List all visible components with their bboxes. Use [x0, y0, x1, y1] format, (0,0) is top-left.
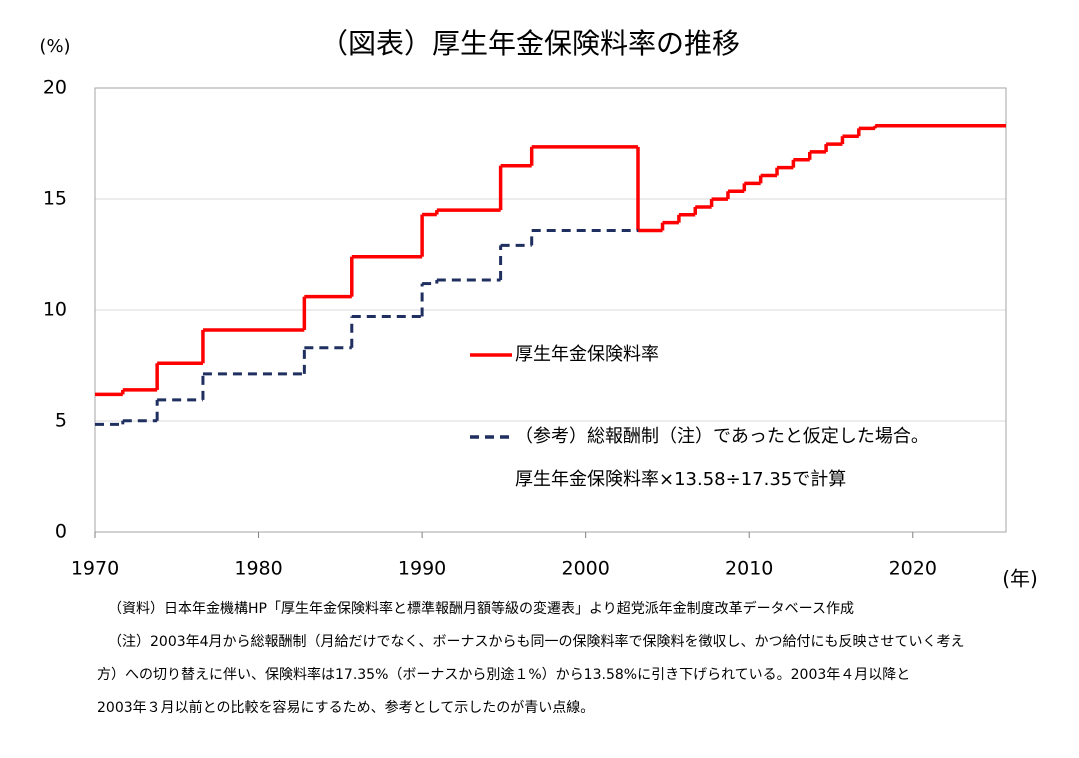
plot-frame [94, 87, 1007, 533]
legend-label: （参考）総報酬制（注）であったと仮定した場合。 [515, 426, 929, 447]
y-tick-label: 20 [43, 77, 67, 99]
x-tick-label: 2020 [889, 558, 937, 580]
chart-title: （図表）厚生年金保険料率の推移 [320, 27, 740, 60]
y-unit: (%) [39, 36, 70, 57]
x-tick-label: 2010 [725, 558, 773, 580]
x-tick-label: 1980 [234, 558, 282, 580]
x-tick-label: 1990 [398, 558, 446, 580]
x-unit: (年) [1002, 567, 1038, 591]
y-tick-label: 15 [43, 188, 67, 210]
note-line: （資料）日本年金機構HP「厚生年金保険料率と標準報酬月額等級の変遷表」より超党派… [108, 600, 854, 617]
note-line: 方）への切り替えに伴い、保険料率は17.35%（ボーナスから別途１%）から13.… [97, 666, 910, 683]
x-tick-label: 1970 [71, 558, 119, 580]
y-tick-label: 0 [55, 521, 67, 543]
legend-label: 厚生年金保険料率 [515, 344, 659, 365]
note-line: （注）2003年4月から総報酬制（月給だけでなく、ボーナスからも同一の保険料率で… [108, 633, 965, 650]
y-tick-label: 5 [55, 410, 67, 432]
y-tick-label: 10 [43, 299, 67, 321]
legend-note: 厚生年金保険料率×13.58÷17.35で計算 [515, 469, 846, 490]
note-line: 2003年３月以前との比較を容易にするため、参考として示したのが青い点線。 [97, 699, 594, 716]
x-tick-label: 2000 [561, 558, 609, 580]
